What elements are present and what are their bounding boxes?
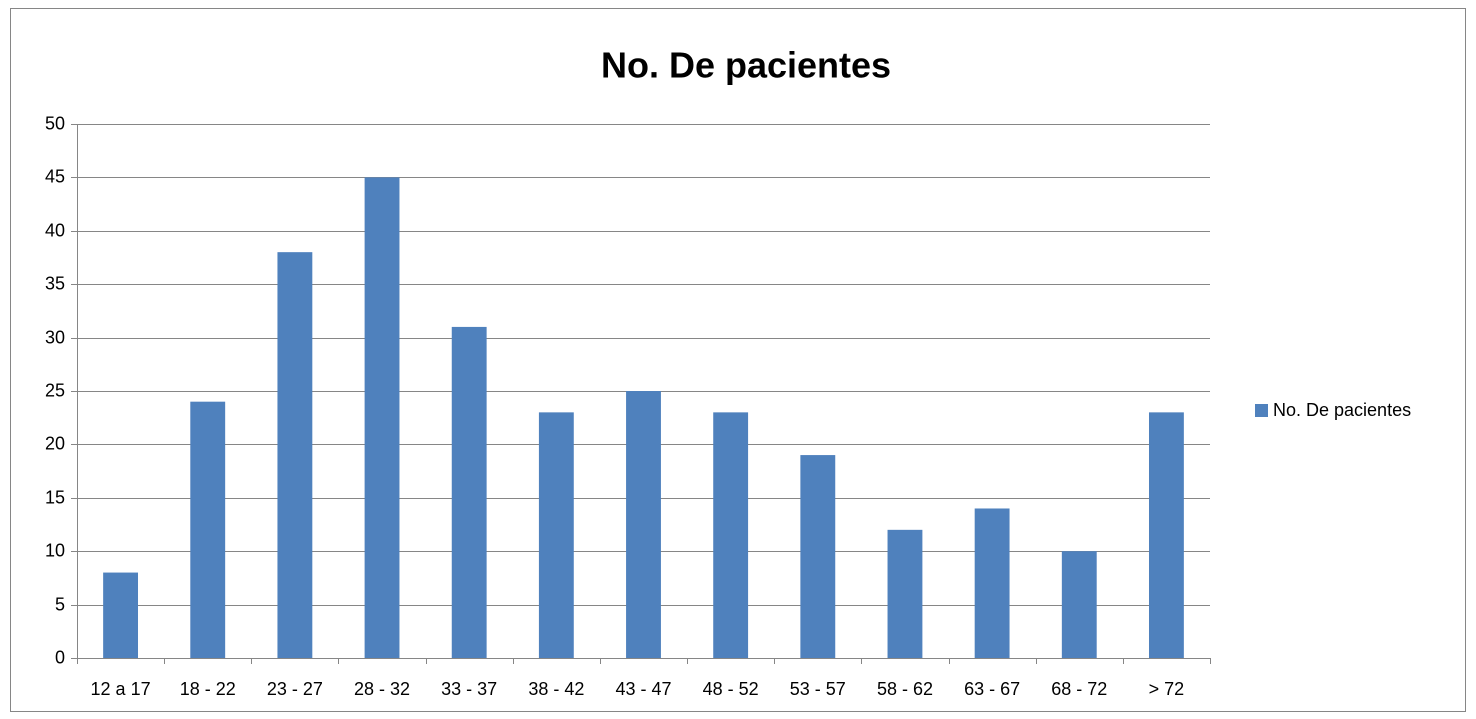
x-tick-label: 38 - 42 [528, 679, 584, 699]
x-tick-label: 12 a 17 [91, 679, 151, 699]
y-tick-label: 0 [55, 647, 65, 667]
y-tick-label: 30 [45, 327, 65, 347]
x-tick-label: 43 - 47 [615, 679, 671, 699]
chart-title: No. De pacientes [601, 45, 891, 86]
bar [190, 401, 226, 658]
x-tick-label: > 72 [1149, 679, 1185, 699]
x-tick-label: 58 - 62 [877, 679, 933, 699]
x-tick-label: 68 - 72 [1051, 679, 1107, 699]
x-tick-label: 48 - 52 [703, 679, 759, 699]
y-tick-label: 15 [45, 487, 65, 507]
bar [1061, 551, 1097, 658]
y-tick-label: 25 [45, 380, 65, 400]
x-tick-label: 63 - 67 [964, 679, 1020, 699]
bar [626, 391, 661, 658]
y-tick-label: 40 [45, 220, 65, 240]
x-tick-label: 33 - 37 [441, 679, 497, 699]
bar [713, 412, 749, 658]
legend-label: No. De pacientes [1273, 400, 1411, 420]
x-tick-label: 23 - 27 [267, 679, 323, 699]
bar [364, 177, 400, 658]
x-tick-label: 18 - 22 [180, 679, 236, 699]
bar [451, 326, 487, 658]
bar [277, 252, 313, 658]
y-tick-label: 50 [45, 113, 65, 133]
y-tick-label: 5 [55, 594, 65, 614]
y-tick-label: 10 [45, 540, 65, 560]
y-tick-label: 20 [45, 433, 65, 453]
bar [1148, 412, 1184, 658]
x-tick-label: 53 - 57 [790, 679, 846, 699]
bar [538, 412, 574, 658]
bar [887, 529, 923, 658]
legend-swatch [1255, 404, 1268, 417]
bar [800, 455, 836, 658]
y-tick-label: 35 [45, 273, 65, 293]
bar [103, 572, 139, 658]
x-tick-label: 28 - 32 [354, 679, 410, 699]
bar [974, 508, 1010, 658]
y-tick-label: 45 [45, 166, 65, 186]
